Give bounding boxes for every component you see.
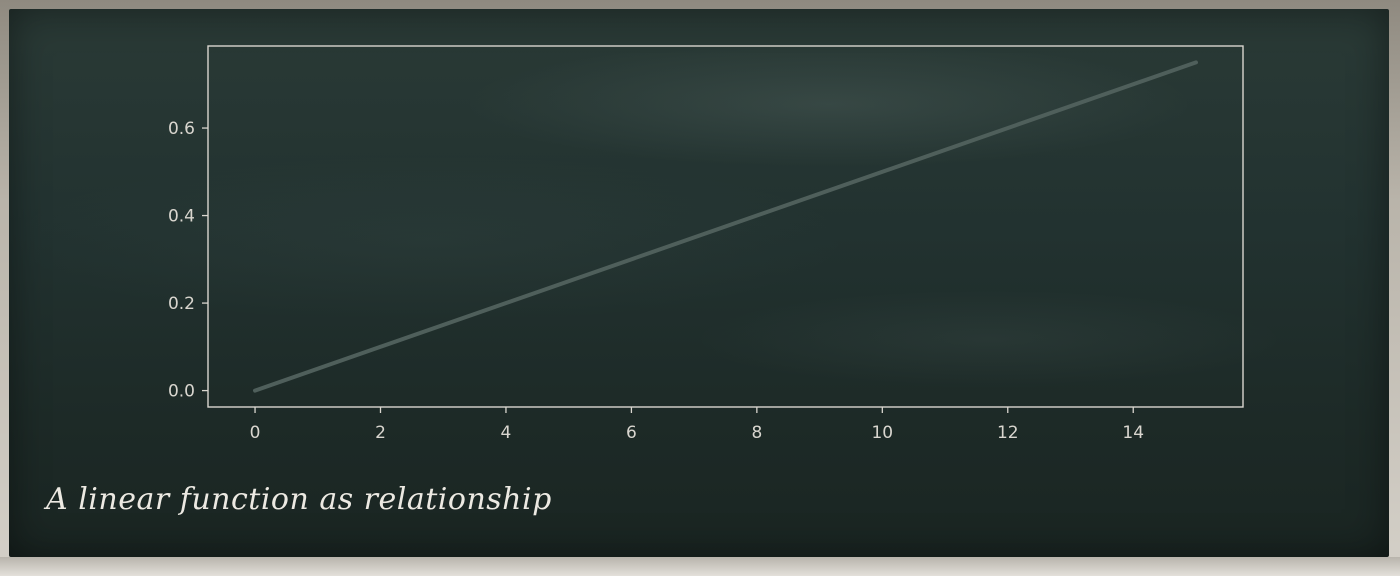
x-tick-label: 2 [375, 423, 386, 443]
x-tick-label: 4 [501, 423, 512, 443]
chalkboard [9, 9, 1389, 557]
x-tick-label: 14 [1122, 423, 1144, 443]
x-tick-label: 6 [626, 423, 637, 443]
x-tick-label: 10 [871, 423, 893, 443]
x-tick-label: 8 [751, 423, 762, 443]
x-tick-label: 0 [250, 423, 261, 443]
plot-area: 0 2 4 6 8 10 12 14 0.0 0.2 0.4 0.6 [168, 45, 1244, 443]
y-tick-label: 0.6 [168, 119, 195, 139]
axes-frame [207, 45, 1244, 408]
y-tick-label: 0.2 [168, 294, 195, 314]
y-tick-label: 0.0 [168, 382, 195, 402]
chalk-tray [0, 557, 1400, 576]
x-tick-label: 12 [997, 423, 1019, 443]
chart-caption: A linear function as relationship [46, 482, 552, 517]
y-tick-label: 0.4 [168, 207, 195, 227]
series-line-0 [253, 60, 1198, 393]
